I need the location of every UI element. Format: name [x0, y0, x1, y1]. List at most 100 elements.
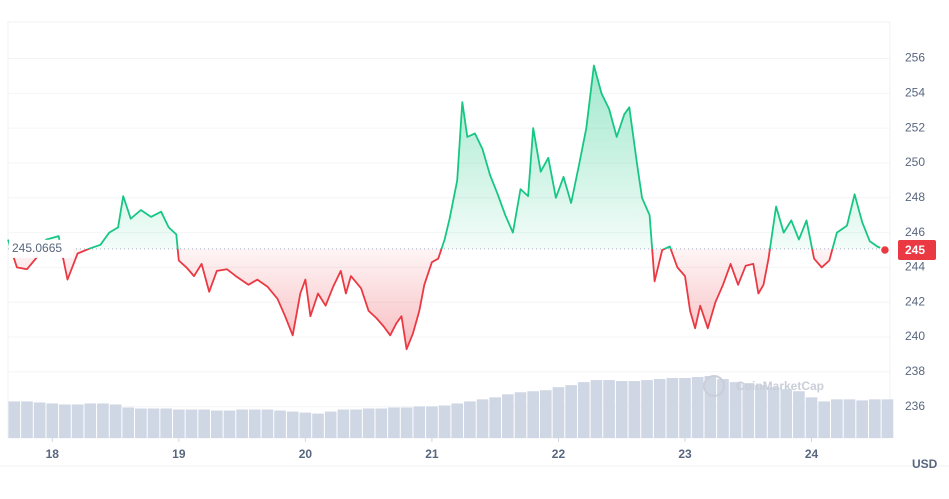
volume-bar [729, 382, 742, 438]
baseline-label-bg [9, 239, 73, 258]
last-point [879, 244, 891, 256]
volume-bar [489, 397, 502, 438]
price-tag-label: 245 [905, 243, 925, 257]
volume-bar [691, 377, 704, 438]
y-tick-label: 242 [905, 294, 925, 308]
x-tick-label: 18 [46, 447, 60, 461]
volume-bar [147, 408, 160, 438]
volume-bar [286, 411, 299, 438]
volume-bar [299, 412, 312, 438]
volume-bar [248, 409, 261, 438]
volume-bar [780, 389, 793, 438]
volume-bar [8, 401, 21, 438]
volume-bar [236, 409, 248, 438]
volume-bar [324, 411, 337, 438]
volume-bar [438, 405, 451, 438]
baseline-label: 245.0665 [12, 241, 62, 255]
volume-bar [388, 407, 400, 438]
volume-bar [122, 407, 135, 438]
volume-bar [742, 383, 755, 438]
volume-bar [210, 410, 223, 438]
y-tick-label: 244 [905, 260, 925, 274]
volume-bar [185, 409, 198, 438]
volume-bar [261, 409, 274, 438]
volume-bar [793, 391, 805, 438]
volume-bar [426, 406, 438, 438]
watermark: CoinMarketCap [736, 379, 824, 393]
y-tick-label: 240 [905, 329, 925, 343]
volume-bar [767, 387, 780, 438]
y-tick-label: 254 [905, 86, 925, 100]
watermark-logo [703, 375, 725, 397]
y-tick-label: 238 [905, 364, 925, 378]
y-tick-label: 248 [905, 190, 925, 204]
volume-bar [312, 413, 324, 438]
volume-bar [350, 409, 362, 438]
volume-bar [46, 403, 59, 438]
volume-bar [198, 409, 210, 438]
volume-bar [109, 404, 122, 438]
volume-bar [539, 390, 552, 438]
volume-bar [476, 399, 489, 438]
volume-bar [97, 403, 109, 438]
volume-bar [135, 408, 147, 438]
volume-bar [502, 394, 514, 438]
volume-bar [160, 408, 172, 438]
volume-bar [590, 380, 603, 438]
volume-bar [615, 381, 628, 438]
volume-bar [59, 404, 71, 438]
volume-bar [704, 376, 717, 438]
x-tick-label: 21 [425, 447, 439, 461]
volume-bar [818, 401, 831, 438]
volume-bar [274, 410, 286, 438]
volume-bar [755, 385, 767, 438]
volume-bar [831, 399, 843, 438]
y-tick-label: 252 [905, 120, 925, 134]
currency-label: USD [912, 457, 938, 471]
volume-bar [552, 387, 565, 438]
volume-bar [362, 408, 375, 438]
volume-bar [173, 409, 185, 438]
y-tick-label: 250 [905, 155, 925, 169]
volume-bar [666, 378, 679, 438]
x-tick-label: 22 [552, 447, 566, 461]
y-tick-label: 256 [905, 51, 925, 65]
y-tick-label: 236 [905, 399, 925, 413]
volume-bar [641, 380, 653, 438]
volume-bar [33, 402, 46, 438]
x-tick-label: 24 [805, 447, 819, 461]
volume-bar [881, 399, 894, 438]
volume-bar [717, 379, 729, 438]
price-tag [898, 240, 936, 261]
x-tick-label: 19 [172, 447, 186, 461]
volume-bar [805, 397, 818, 438]
volume-bar [856, 400, 868, 438]
y-tick-label: 246 [905, 225, 925, 239]
volume-bar [514, 392, 527, 438]
volume-bar [868, 399, 881, 438]
volume-bar [628, 381, 641, 438]
volume-bar [653, 379, 666, 438]
volume-bar [603, 380, 615, 438]
volume-bar [337, 409, 350, 438]
volume-bar [527, 391, 539, 438]
volume-bar [451, 403, 464, 438]
volume-bar [223, 410, 236, 438]
price-line [7, 64, 886, 351]
volume-bar [84, 403, 97, 438]
volume-bar [679, 378, 691, 438]
volume-bar [577, 382, 590, 438]
x-tick-label: 20 [299, 447, 313, 461]
volume-bar [21, 401, 33, 438]
volume-bar [71, 404, 84, 438]
volume-bar [843, 399, 856, 438]
volume-bar [464, 401, 476, 438]
volume-bar [400, 407, 413, 438]
volume-bar [565, 385, 577, 438]
volume-bar [413, 406, 426, 438]
price-area [8, 65, 885, 350]
volume-bar [375, 408, 388, 438]
x-tick-label: 23 [678, 447, 692, 461]
